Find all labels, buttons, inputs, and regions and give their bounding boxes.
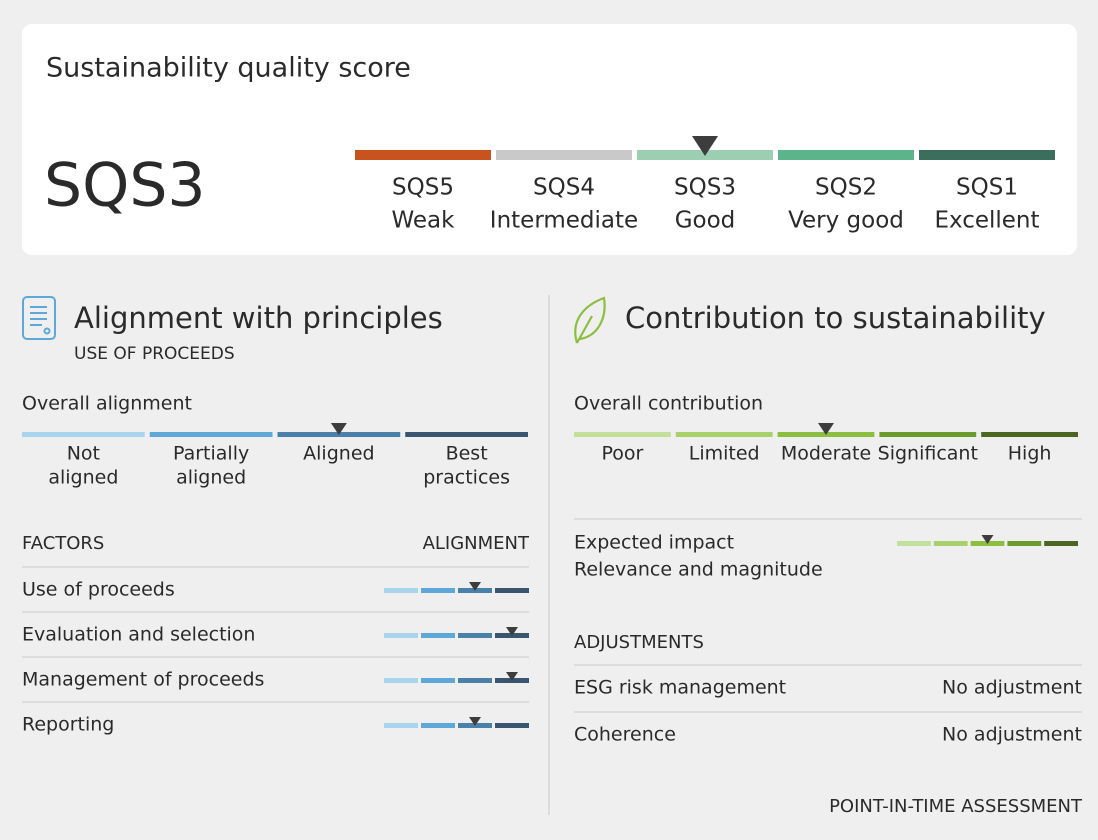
overall-label: Overall contribution bbox=[574, 393, 763, 415]
section-title: Contribution to sustainability bbox=[625, 301, 1046, 335]
scale-segment bbox=[384, 678, 418, 683]
column-header: FACTORS bbox=[22, 533, 104, 554]
rating-marker bbox=[981, 535, 994, 544]
impact-subtitle: Relevance and magnitude bbox=[574, 559, 823, 581]
card-title: Sustainability quality score bbox=[46, 53, 411, 84]
overall-label: Overall alignment bbox=[22, 393, 192, 415]
scale-segment bbox=[1007, 541, 1042, 546]
scale-segment bbox=[919, 150, 1055, 160]
leaf-icon bbox=[574, 296, 606, 344]
score-card bbox=[22, 24, 1077, 255]
scale-segment bbox=[933, 541, 968, 546]
scale-segment bbox=[421, 678, 455, 683]
level-label: Not bbox=[67, 443, 100, 465]
level-label: Moderate bbox=[781, 443, 871, 465]
rating-marker bbox=[506, 627, 518, 636]
level-code: SQS5 bbox=[392, 175, 454, 201]
scale-segment bbox=[421, 633, 455, 638]
document-icon bbox=[22, 296, 56, 340]
scale-segment bbox=[495, 723, 529, 728]
rating-marker bbox=[506, 672, 518, 681]
scale-segment bbox=[384, 633, 418, 638]
scale-segment bbox=[421, 588, 455, 593]
level-code: SQS2 bbox=[815, 175, 877, 201]
section-subtitle: USE OF PROCEEDS bbox=[74, 344, 235, 364]
footer: POINT-IN-TIME ASSESSMENT bbox=[829, 796, 1083, 817]
rating-marker bbox=[692, 136, 718, 156]
level-label: Partially bbox=[173, 443, 249, 465]
factor-name: Use of proceeds bbox=[22, 579, 175, 601]
rating-marker bbox=[469, 582, 481, 591]
level-label: Weak bbox=[392, 208, 456, 234]
scale-segment bbox=[675, 432, 773, 437]
level-label: High bbox=[1008, 443, 1052, 465]
level-label: Excellent bbox=[934, 208, 1039, 234]
scale-segment bbox=[405, 432, 528, 437]
factor-name: Management of proceeds bbox=[22, 669, 264, 691]
scale-segment bbox=[421, 723, 455, 728]
rating-marker bbox=[330, 423, 347, 435]
adjustment-name: ESG risk management bbox=[574, 677, 786, 699]
scale-segment bbox=[897, 541, 931, 546]
level-code: SQS3 bbox=[674, 175, 736, 201]
level-code: SQS4 bbox=[533, 175, 595, 201]
level-code: SQS1 bbox=[956, 175, 1018, 201]
scale-segment bbox=[495, 588, 529, 593]
factor-name: Reporting bbox=[22, 714, 114, 736]
scale-segment bbox=[981, 432, 1078, 437]
scale-segment bbox=[879, 432, 977, 437]
level-label: Best bbox=[446, 443, 488, 465]
scale-segment bbox=[458, 678, 492, 683]
adjustment-value: No adjustment bbox=[942, 677, 1082, 699]
level-label: aligned bbox=[48, 467, 118, 489]
factor-name: Evaluation and selection bbox=[22, 624, 255, 646]
scale-segment bbox=[22, 432, 145, 437]
level-label: Significant bbox=[878, 443, 978, 465]
section-title: Alignment with principles bbox=[74, 301, 443, 335]
level-label: Aligned bbox=[303, 443, 374, 465]
scale-segment bbox=[1044, 541, 1078, 546]
score: SQS3 bbox=[44, 151, 206, 221]
level-label: Limited bbox=[689, 443, 760, 465]
scale-segment bbox=[384, 588, 418, 593]
scale-segment bbox=[458, 633, 492, 638]
impact-title: Expected impact bbox=[574, 532, 734, 554]
scale-segment bbox=[574, 432, 671, 437]
adjustment-name: Coherence bbox=[574, 724, 676, 746]
adjustments-header: ADJUSTMENTS bbox=[574, 632, 704, 653]
rating-marker bbox=[818, 423, 834, 435]
level-label: Very good bbox=[788, 208, 904, 234]
level-label: Intermediate bbox=[490, 208, 638, 234]
rating-marker bbox=[469, 717, 481, 726]
scale-segment bbox=[149, 432, 273, 437]
scale-segment bbox=[778, 150, 914, 160]
adjustment-value: No adjustment bbox=[942, 724, 1082, 746]
level-label: aligned bbox=[176, 467, 246, 489]
scale-segment bbox=[496, 150, 632, 160]
level-label: Good bbox=[675, 208, 736, 234]
scale-segment bbox=[384, 723, 418, 728]
scale-segment bbox=[355, 150, 491, 160]
column-header: ALIGNMENT bbox=[423, 533, 530, 554]
level-label: practices bbox=[423, 467, 510, 489]
level-label: Poor bbox=[601, 443, 643, 465]
